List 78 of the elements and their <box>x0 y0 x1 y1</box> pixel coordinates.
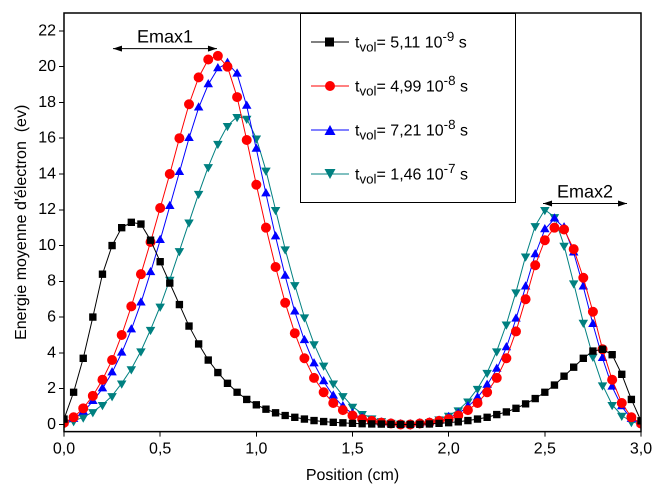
point <box>338 393 348 401</box>
annotation: Emax2 <box>557 181 614 202</box>
x-tick-label: 3,0 <box>630 440 652 458</box>
point <box>569 280 578 288</box>
point <box>175 248 184 256</box>
point <box>310 341 318 349</box>
point <box>530 250 540 258</box>
legend-label: t$_{vol}$= 5,11 10$^{-9}$ s <box>355 29 467 55</box>
y-tick-label: 6 <box>47 308 56 326</box>
x-tick-label: 1,0 <box>245 440 268 458</box>
y-tick-label: 22 <box>38 22 56 40</box>
y-tick-label: 14 <box>38 165 56 182</box>
point <box>521 254 530 262</box>
point <box>252 144 261 152</box>
point <box>290 282 300 290</box>
point <box>232 68 242 77</box>
point <box>156 304 165 312</box>
point <box>78 414 88 422</box>
y-axis-title: Energie moyenne d'électron (ev) <box>13 104 30 340</box>
x-tick-label: 2,5 <box>534 440 556 458</box>
x-tick-label: 1,5 <box>341 440 364 458</box>
y-tick-label: 18 <box>38 94 56 111</box>
point <box>184 220 194 228</box>
point <box>175 167 184 175</box>
point <box>165 201 174 209</box>
point <box>271 232 280 240</box>
y-tick-label: 10 <box>38 236 56 254</box>
point <box>204 164 213 172</box>
legend-label: t$_{vol}$= 7,21 10$^{-8}$ s <box>355 117 468 143</box>
point <box>530 223 540 231</box>
point <box>108 393 116 401</box>
y-tick-label: 0 <box>47 416 56 433</box>
point <box>598 382 607 390</box>
y-tick-label: 4 <box>47 344 56 362</box>
point <box>502 322 511 330</box>
point <box>262 188 270 196</box>
point <box>242 101 252 109</box>
point <box>300 314 309 322</box>
point <box>98 402 107 410</box>
point <box>271 207 280 215</box>
point <box>540 224 550 232</box>
point <box>88 409 98 417</box>
x-axis-title: Position (cm) <box>306 466 400 484</box>
point <box>213 63 222 72</box>
x-tick-label: 0,5 <box>149 440 172 458</box>
point <box>117 380 126 388</box>
point <box>136 348 146 356</box>
point <box>560 242 568 251</box>
annotation: Emax1 <box>136 26 193 47</box>
point <box>608 402 617 410</box>
point <box>156 235 165 243</box>
point <box>482 370 492 378</box>
point <box>252 135 261 144</box>
point <box>194 190 204 199</box>
y-tick-label: 12 <box>38 201 56 218</box>
x-tick-label: 0,0 <box>52 440 76 458</box>
y-tick-label: 8 <box>47 272 56 290</box>
point <box>204 80 213 88</box>
point <box>512 289 520 298</box>
point <box>280 246 290 254</box>
y-tick-label: 20 <box>38 58 56 76</box>
point <box>184 133 194 141</box>
y-tick-label: 2 <box>47 380 56 398</box>
point <box>328 380 338 388</box>
point <box>617 412 626 420</box>
point <box>540 207 550 215</box>
y-tick-label: 16 <box>38 130 56 147</box>
point <box>146 326 155 335</box>
x-tick-label: 2,0 <box>438 440 460 458</box>
point <box>473 386 482 394</box>
point <box>194 102 204 111</box>
point <box>262 168 270 176</box>
point <box>492 348 502 356</box>
point <box>578 320 588 328</box>
point <box>319 362 328 370</box>
legend-label: t$_{vol}$= 1,46 10$^{-7}$ s <box>355 161 468 187</box>
legend-label: t$_{vol}$= 4,99 10$^{-8}$ s <box>355 73 468 99</box>
point <box>126 366 136 374</box>
